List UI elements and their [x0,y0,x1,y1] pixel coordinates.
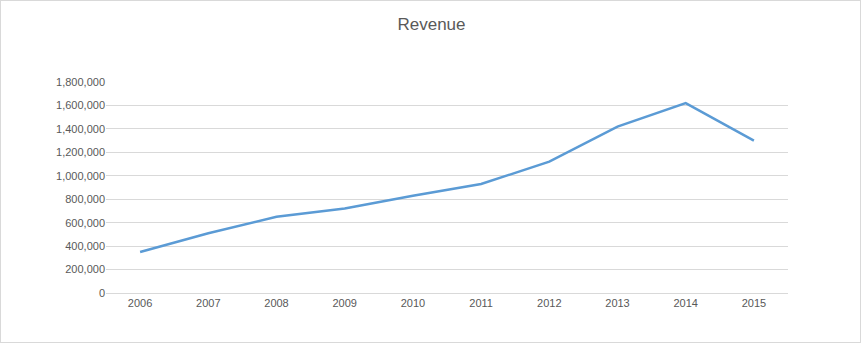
svg-text:2013: 2013 [605,297,629,309]
svg-text:800,000: 800,000 [65,193,105,205]
svg-text:2014: 2014 [673,297,697,309]
svg-text:2012: 2012 [537,297,561,309]
svg-text:1,600,000: 1,600,000 [56,99,105,111]
svg-text:200,000: 200,000 [65,263,105,275]
svg-text:2010: 2010 [401,297,425,309]
svg-text:Revenue: Revenue [397,15,465,34]
svg-text:600,000: 600,000 [65,217,105,229]
svg-text:2008: 2008 [264,297,288,309]
svg-text:0: 0 [99,287,105,299]
svg-text:2007: 2007 [196,297,220,309]
svg-text:1,800,000: 1,800,000 [56,76,105,88]
svg-text:2015: 2015 [742,297,766,309]
svg-text:2009: 2009 [332,297,356,309]
svg-text:1,400,000: 1,400,000 [56,123,105,135]
svg-text:1,000,000: 1,000,000 [56,170,105,182]
svg-text:2011: 2011 [469,297,493,309]
svg-text:400,000: 400,000 [65,240,105,252]
svg-text:2006: 2006 [128,297,152,309]
svg-text:1,200,000: 1,200,000 [56,146,105,158]
